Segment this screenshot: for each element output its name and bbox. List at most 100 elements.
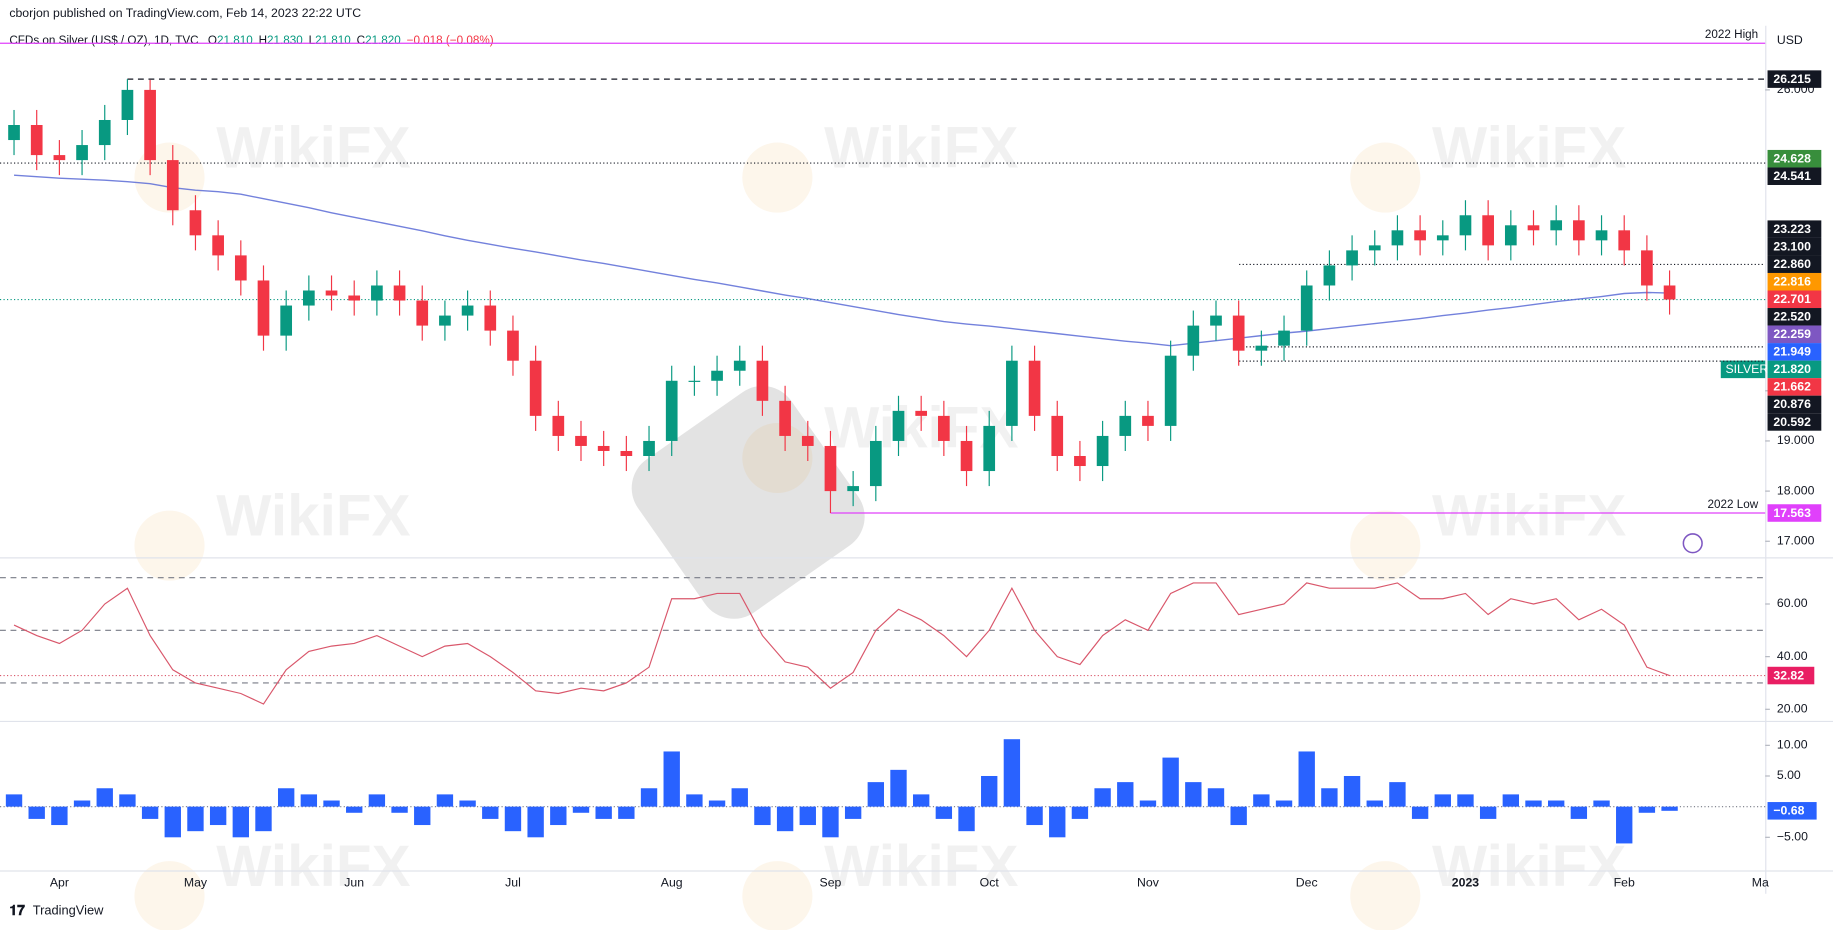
y-tick-label: 20.00 <box>1777 702 1808 716</box>
x-tick-label: Jul <box>505 876 521 890</box>
candle-body <box>1346 250 1358 266</box>
bar <box>708 800 726 807</box>
bar <box>459 800 476 807</box>
bar <box>981 775 998 807</box>
candle-body <box>892 410 905 441</box>
candle-body <box>1323 265 1336 286</box>
candle-body <box>529 360 542 416</box>
y-tick-label: 5.00 <box>1777 768 1801 782</box>
candle-body <box>280 305 293 336</box>
bar <box>391 806 408 813</box>
bar <box>1049 806 1066 838</box>
watermark-logo <box>742 422 813 494</box>
candle-body <box>325 290 338 296</box>
bar <box>550 806 567 826</box>
watermark-logo <box>1350 861 1421 930</box>
price-label-bg <box>1767 220 1822 238</box>
x-tick-label: Aug <box>661 876 683 890</box>
candle-body <box>461 305 474 316</box>
watermark-logo <box>1350 510 1421 581</box>
candle-body <box>371 285 383 301</box>
watermark: WikiFX <box>216 834 410 899</box>
price-label-bg <box>1767 255 1822 273</box>
candle-body <box>756 360 769 401</box>
candle-body <box>1436 235 1449 241</box>
price-tag: SILVER <box>1725 362 1768 376</box>
watermark: WikiFX <box>216 115 410 180</box>
candle-body <box>915 410 928 416</box>
bar <box>1298 751 1315 807</box>
candle-body <box>1232 315 1245 351</box>
candle-body <box>1368 245 1381 251</box>
bar <box>1457 794 1474 807</box>
candle-body <box>439 315 451 326</box>
x-tick-label: Ma <box>1752 876 1769 890</box>
bar <box>640 788 658 807</box>
candle-body <box>1074 455 1086 467</box>
candle-body <box>76 145 88 161</box>
y-tick-label: 40.00 <box>1777 649 1808 663</box>
price-label-bg <box>1767 378 1822 396</box>
y-tick-label: 19.000 <box>1777 433 1815 447</box>
price-label-bg <box>1767 325 1822 344</box>
candle-body <box>1278 330 1290 346</box>
bar <box>1525 800 1542 807</box>
currency: USD <box>1777 33 1803 47</box>
candle-body <box>665 380 678 441</box>
watermark: WikiFX <box>824 834 1018 899</box>
candle-body <box>1641 250 1653 286</box>
candle-body <box>1119 415 1132 436</box>
bar <box>1253 794 1270 807</box>
bar <box>51 806 68 826</box>
watermark-logo <box>742 861 813 930</box>
bar <box>1502 794 1520 807</box>
price-label: 24.541 <box>1773 169 1811 183</box>
footer-brand: TradingView <box>33 903 104 918</box>
candle-body <box>1006 360 1018 426</box>
annotation-price: 17.563 <box>1773 506 1811 520</box>
price-label: 24.628 <box>1773 152 1811 166</box>
annotation-text: 2022 Low <box>1708 498 1759 511</box>
candle-body <box>1300 285 1313 331</box>
bar <box>368 794 386 807</box>
bar <box>1185 782 1202 807</box>
price-label: 20.592 <box>1773 415 1811 429</box>
y-tick-label: −5.00 <box>1777 830 1808 844</box>
bar <box>912 794 930 807</box>
bar <box>232 806 249 838</box>
candle-body <box>1051 415 1064 456</box>
x-tick-label: 2023 <box>1452 876 1479 890</box>
price-label: 20.876 <box>1773 397 1811 411</box>
x-tick-label: Oct <box>980 876 1000 890</box>
bar <box>867 782 885 807</box>
price-label-bg <box>1767 167 1822 185</box>
price-label-bg <box>1767 149 1822 168</box>
ohlc-value: 21.820 <box>365 34 401 47</box>
bar <box>1638 806 1656 813</box>
bar <box>890 769 907 807</box>
candle-body <box>688 380 701 382</box>
price-label-bg <box>1767 290 1822 309</box>
rsi-line <box>13 582 1670 705</box>
price-label: 23.100 <box>1773 240 1811 254</box>
price-label: 21.662 <box>1773 380 1811 394</box>
annotation-text: 2022 High <box>1705 28 1758 41</box>
candle-body <box>1414 230 1426 241</box>
candle-body <box>711 370 723 381</box>
price-label: 22.816 <box>1773 275 1811 289</box>
candle-body <box>393 285 406 301</box>
bar <box>1003 739 1021 807</box>
candle-body <box>938 415 950 441</box>
candle-body <box>1550 220 1563 231</box>
bar <box>1434 794 1451 807</box>
candle-body <box>98 119 111 146</box>
bar <box>119 794 136 807</box>
last-value-label-bg <box>1767 666 1815 685</box>
last-value-label: 32.82 <box>1773 668 1804 682</box>
bar <box>1071 806 1089 819</box>
bar <box>323 800 340 807</box>
price-label-bg <box>1767 70 1822 88</box>
bar <box>1139 800 1157 807</box>
